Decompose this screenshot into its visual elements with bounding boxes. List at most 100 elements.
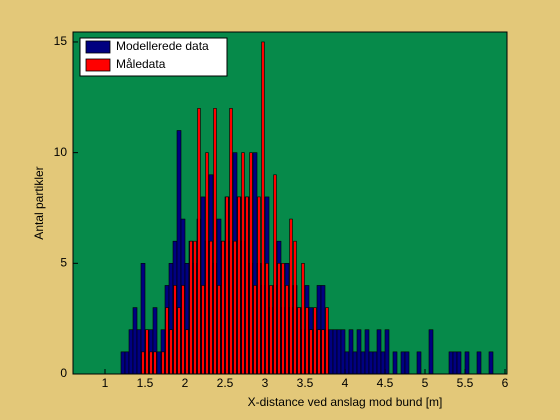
- bar: [289, 218, 293, 375]
- bar: [241, 152, 245, 375]
- bar: [404, 351, 410, 375]
- bar: [265, 263, 269, 375]
- bar: [368, 351, 374, 375]
- bar: [476, 351, 482, 375]
- bar: [325, 307, 329, 375]
- bar: [273, 174, 277, 375]
- bar: [245, 196, 249, 375]
- bar: [392, 351, 398, 375]
- ticks: 1 1.5 2 2.5 3 3.5 4 4.5 5 5.5 6 0 5 10 15: [54, 31, 509, 390]
- x-axis-label: X-distance ved anslag mod bund [m]: [248, 395, 443, 409]
- bar: [165, 307, 169, 375]
- bar: [416, 351, 422, 375]
- bar: [156, 351, 162, 375]
- bar: [340, 329, 346, 375]
- bar: [201, 285, 205, 375]
- bar: [321, 329, 325, 375]
- bars: [120, 41, 494, 375]
- bar: [141, 351, 145, 375]
- bar: [328, 329, 334, 375]
- bar: [261, 41, 265, 375]
- bar: [209, 240, 213, 375]
- bar: [380, 351, 386, 375]
- bar: [344, 351, 350, 375]
- bar: [120, 351, 126, 375]
- bar: [277, 263, 281, 375]
- bar: [145, 329, 149, 375]
- bar: [229, 108, 233, 375]
- bar: [313, 307, 317, 375]
- bar: [124, 351, 130, 375]
- bar: [205, 152, 209, 375]
- bar: [185, 329, 189, 375]
- bar: [301, 263, 305, 375]
- x-tick-label: 3: [262, 376, 269, 390]
- bar: [364, 329, 370, 375]
- bar: [225, 196, 229, 375]
- bar: [149, 351, 153, 375]
- bar: [257, 196, 261, 375]
- y-tick-label: 5: [60, 255, 67, 269]
- legend-swatch: [85, 40, 111, 54]
- bar: [128, 329, 134, 375]
- x-tick-label: 5.5: [457, 376, 474, 390]
- bar: [448, 351, 454, 375]
- legend-label: Måledata: [116, 57, 166, 71]
- bar: [193, 240, 197, 375]
- bar: [197, 108, 201, 375]
- x-tick-label: 3.5: [297, 376, 314, 390]
- bar: [372, 351, 378, 375]
- x-tick-label: 4: [342, 376, 349, 390]
- bar: [464, 351, 470, 375]
- bar: [360, 351, 366, 375]
- legend-label: Modellerede data: [116, 39, 209, 53]
- bar: [213, 108, 217, 375]
- legend-swatch: [85, 58, 111, 72]
- x-tick-label: 5: [422, 376, 429, 390]
- bar: [132, 307, 138, 375]
- bar: [356, 329, 362, 375]
- bar: [181, 285, 185, 375]
- bar: [269, 285, 273, 375]
- bar: [177, 307, 181, 375]
- legend: Modellerede data Måledata: [79, 37, 228, 77]
- bar: [293, 240, 297, 375]
- bar: [221, 240, 225, 375]
- bar: [305, 307, 309, 375]
- bar: [136, 329, 142, 375]
- bar: [384, 329, 390, 375]
- bar: [161, 351, 165, 375]
- bar: [488, 351, 494, 375]
- bar: [249, 152, 253, 375]
- y-tick-label: 10: [54, 145, 68, 159]
- y-axis-label: Antal partikler: [32, 166, 46, 239]
- bar: [376, 329, 382, 375]
- bar: [336, 329, 342, 375]
- axes-frame: [72, 31, 508, 375]
- bar: [428, 329, 434, 375]
- bar: [253, 285, 257, 375]
- bar: [452, 351, 458, 375]
- bar: [285, 285, 289, 375]
- bar: [217, 285, 221, 375]
- bar: [173, 285, 177, 375]
- bar: [237, 196, 241, 375]
- y-tick-label: 0: [60, 366, 67, 380]
- bar: [352, 351, 358, 375]
- bar: [169, 329, 173, 375]
- bar: [297, 307, 301, 375]
- x-tick-label: 1: [102, 376, 109, 390]
- x-tick-label: 4.5: [377, 376, 394, 390]
- x-tick-label: 2.5: [217, 376, 234, 390]
- bar: [332, 329, 338, 375]
- bar: [281, 263, 285, 375]
- bar: [400, 351, 406, 375]
- bar: [189, 240, 193, 375]
- x-tick-label: 1.5: [137, 376, 154, 390]
- bar: [233, 240, 237, 375]
- bar: [317, 329, 321, 375]
- bar: [153, 351, 157, 375]
- x-tick-label: 6: [502, 376, 509, 390]
